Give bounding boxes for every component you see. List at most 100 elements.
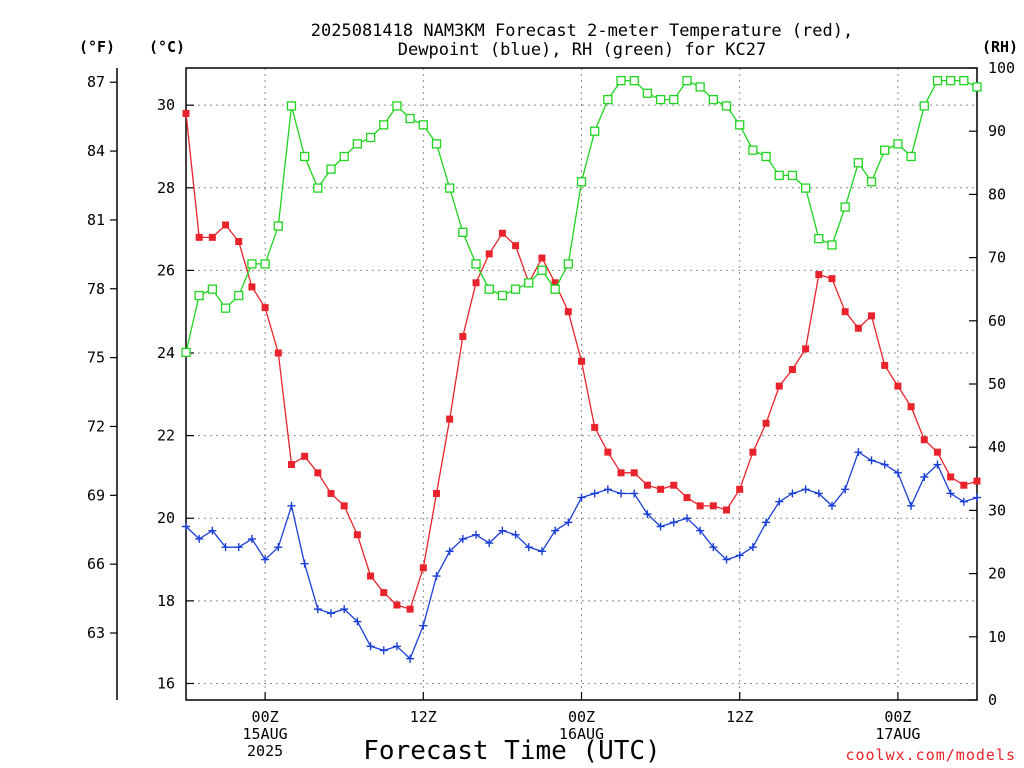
data-point-marker — [406, 605, 414, 613]
data-point-marker — [959, 75, 969, 86]
rh-tick-label: 80 — [988, 185, 1006, 203]
data-point-marker — [893, 468, 902, 477]
data-point-marker — [893, 139, 903, 149]
data-point-marker — [340, 502, 348, 510]
data-point-marker — [576, 177, 587, 187]
data-point-marker — [538, 254, 546, 262]
data-point-marker — [353, 617, 362, 626]
data-point-marker — [814, 233, 824, 244]
data-point-marker — [655, 94, 666, 105]
data-point-marker — [827, 240, 837, 250]
data-point-marker — [485, 539, 494, 548]
data-point-marker — [432, 572, 441, 581]
data-point-marker — [762, 419, 770, 427]
data-point-marker — [973, 477, 981, 485]
celsius-tick-label: 18 — [157, 592, 175, 610]
rh-tick-label: 60 — [988, 312, 1006, 330]
data-point-marker — [801, 485, 810, 494]
data-point-marker — [906, 151, 916, 162]
data-point-marker — [419, 621, 428, 630]
data-point-marker — [248, 283, 256, 291]
data-point-marker — [261, 555, 270, 564]
series-layer — [181, 75, 982, 663]
chart-title-line-1: 2025081418 NAM3KM Forecast 2-meter Tempe… — [311, 21, 853, 41]
data-point-marker — [498, 526, 507, 535]
rh-axis: 0 10 20 30 40 50 60 70 80 90 100 — [969, 59, 1015, 709]
data-point-marker — [814, 489, 823, 498]
data-point-marker — [669, 518, 678, 527]
data-point-marker — [683, 494, 691, 502]
data-point-marker — [564, 518, 573, 527]
data-point-marker — [458, 227, 468, 237]
data-point-marker — [616, 75, 626, 86]
data-point-marker — [195, 534, 204, 543]
data-point-marker — [511, 530, 520, 539]
data-point-marker — [524, 278, 534, 288]
data-point-marker — [497, 290, 508, 301]
data-point-marker — [393, 601, 401, 609]
celsius-tick-label: 20 — [157, 509, 175, 527]
data-point-marker — [406, 654, 415, 663]
rh-tick-label: 90 — [988, 122, 1006, 140]
celsius-unit-label: (°C) — [149, 38, 185, 56]
x-tick-label: 17AUG — [875, 725, 920, 743]
data-point-marker — [287, 461, 295, 469]
data-point-marker — [550, 284, 560, 294]
data-point-marker — [274, 349, 282, 357]
data-point-marker — [800, 183, 811, 193]
credit-text: coolwx.com/models — [845, 746, 1016, 764]
data-point-marker — [867, 456, 876, 465]
data-point-marker — [352, 139, 363, 149]
series-2 — [182, 448, 981, 663]
data-point-marker — [603, 94, 613, 105]
fahrenheit-tick-label: 72 — [87, 417, 105, 435]
data-point-marker — [247, 534, 256, 543]
data-point-marker — [709, 543, 718, 552]
x-tick-label: 15AUG — [243, 725, 288, 743]
data-point-marker — [735, 120, 745, 130]
celsius-tick-label: 22 — [157, 427, 175, 445]
data-point-marker — [524, 543, 533, 552]
data-point-marker — [748, 145, 758, 155]
data-point-marker — [220, 303, 231, 313]
data-point-marker — [537, 265, 547, 275]
x-tick-label: 12Z — [726, 708, 753, 726]
series-1 — [182, 109, 981, 613]
data-point-marker — [366, 642, 375, 651]
data-point-marker — [933, 460, 942, 469]
data-point-marker — [947, 473, 955, 481]
data-point-marker — [932, 75, 943, 86]
fahrenheit-tick-label: 63 — [87, 624, 105, 642]
data-point-marker — [261, 304, 269, 312]
celsius-tick-label: 26 — [157, 261, 175, 279]
data-point-marker — [946, 489, 955, 498]
data-point-marker — [591, 423, 599, 431]
data-point-marker — [578, 357, 585, 365]
rh-tick-label: 0 — [988, 691, 997, 709]
data-point-marker — [841, 485, 850, 494]
data-point-marker — [498, 229, 506, 237]
data-point-marker — [537, 547, 546, 556]
data-point-marker — [854, 448, 863, 457]
celsius-tick-label: 16 — [157, 674, 175, 692]
data-point-marker — [208, 233, 216, 241]
data-point-marker — [392, 642, 401, 651]
fahrenheit-unit-label: (°F) — [79, 38, 115, 56]
data-point-marker — [247, 259, 257, 269]
fahrenheit-tick-label: 75 — [87, 349, 105, 367]
x-tick-label: 00Z — [884, 708, 911, 726]
data-point-marker — [629, 75, 639, 86]
data-point-marker — [787, 170, 798, 181]
data-point-marker — [920, 472, 929, 481]
data-point-marker — [749, 448, 757, 456]
data-point-marker — [353, 531, 361, 539]
data-point-marker — [630, 489, 639, 498]
fahrenheit-tick-label: 81 — [87, 211, 105, 229]
data-point-marker — [853, 158, 863, 168]
data-point-marker — [630, 469, 638, 477]
data-point-marker — [194, 290, 204, 301]
fahrenheit-axis: 63 66 69 72 75 78 81 84 87 — [87, 68, 118, 700]
data-point-marker — [721, 101, 732, 111]
data-point-marker — [484, 284, 494, 294]
